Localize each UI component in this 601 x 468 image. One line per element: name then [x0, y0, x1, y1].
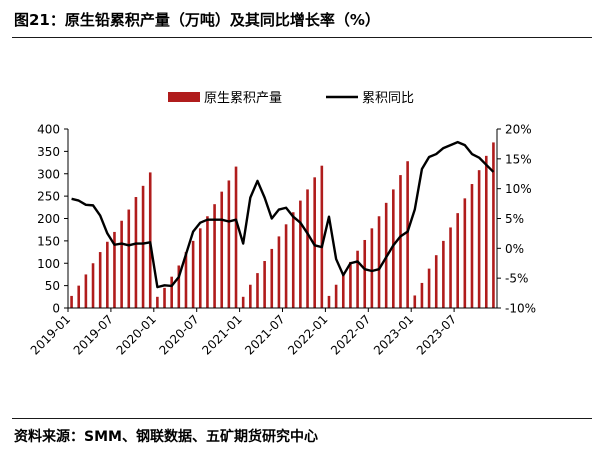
bar: [291, 212, 295, 308]
y-right-tick-label: 15%: [505, 152, 532, 166]
bar: [263, 261, 266, 308]
bar: [77, 285, 81, 309]
figure-header: 图21：原生铅累积产量（万吨）及其同比增长率（%）: [0, 0, 601, 38]
y-left-tick-label: 350: [37, 145, 60, 159]
x-tick-label: 2019-07: [71, 312, 116, 357]
legend-label-line: 累积同比: [362, 91, 414, 106]
yoy-line: [71, 140, 495, 289]
bar: [299, 200, 302, 308]
bar: [284, 224, 288, 308]
source-divider: [12, 418, 592, 419]
bar: [113, 231, 116, 308]
bar: [91, 263, 95, 308]
bar: [163, 287, 166, 308]
bar: [406, 161, 409, 308]
y-left-tick-label: 100: [37, 257, 60, 271]
bar: [213, 204, 216, 308]
bar: [120, 220, 123, 308]
bar: [492, 142, 495, 308]
bar: [184, 252, 188, 308]
y-left-tick-label: 150: [37, 234, 60, 248]
bar: [356, 250, 359, 308]
legend-label-bar: 原生累积产量: [204, 91, 282, 106]
bar: [420, 282, 424, 308]
bar: [241, 296, 245, 308]
x-tick-label: 2023-07: [414, 312, 459, 357]
x-tick-label: 2022-01: [285, 312, 330, 357]
bar: [463, 198, 467, 308]
bar: [313, 177, 316, 308]
y-left-tick-label: 300: [37, 167, 60, 181]
y-left-tick-label: 50: [45, 279, 60, 293]
x-tick-label: 2020-07: [156, 312, 201, 357]
bar: [156, 296, 159, 308]
y-left-tick-label: 250: [37, 190, 60, 204]
bar: [84, 274, 88, 308]
legend-swatch-bar: [168, 92, 200, 102]
bar: [470, 184, 474, 308]
y-right-tick-label: 10%: [505, 182, 532, 196]
bar: [377, 216, 381, 308]
bar: [306, 189, 309, 308]
bar: [220, 191, 224, 308]
bar: [320, 165, 324, 308]
bar: [434, 255, 438, 308]
y-left-tick-label: 200: [37, 212, 60, 226]
bar: [70, 295, 73, 308]
bar: [270, 248, 274, 308]
title-divider: [12, 37, 592, 38]
x-tick-label: 2019-01: [28, 312, 73, 357]
bar: [277, 236, 281, 308]
bar: [170, 276, 173, 308]
bar: [349, 261, 352, 308]
bar: [106, 241, 109, 308]
bar: [477, 170, 481, 308]
x-tick-label: 2022-07: [328, 312, 373, 357]
bar: [249, 284, 252, 308]
axes: 0 50 100 150 200 250 300 350 400 -10% -5% 0% 5% 10% 15…: [28, 123, 536, 358]
bar: [449, 227, 452, 308]
bar: [141, 185, 145, 308]
x-tick-label: 2021-07: [242, 312, 287, 357]
bar: [456, 213, 459, 308]
bar: [234, 166, 238, 308]
bar: [427, 268, 431, 308]
y-left-tick-label: 400: [37, 123, 60, 137]
bar: [127, 209, 131, 308]
line-series: [71, 140, 495, 289]
bar: [413, 295, 417, 308]
x-tick-label: 2023-01: [371, 312, 416, 357]
bar: [191, 240, 195, 309]
y-left-tick-label: 0: [52, 302, 60, 316]
bar: [392, 189, 395, 308]
bar: [256, 273, 259, 308]
bar: [98, 252, 102, 308]
y-right-tick-label: 20%: [505, 123, 532, 137]
y-right-tick-label: -10%: [505, 302, 536, 316]
bar: [484, 155, 488, 308]
bar: [148, 172, 152, 308]
x-tick-label: 2020-01: [114, 312, 159, 357]
bar: [227, 180, 231, 308]
y-right-tick-label: -5%: [505, 272, 528, 286]
y-right-tick-label: 0%: [505, 242, 524, 256]
source-note: 资料来源：SMM、钢联数据、五矿期货研究中心: [14, 429, 318, 445]
bar: [363, 239, 367, 308]
bar: [327, 295, 331, 308]
bar: [399, 175, 402, 308]
legend: 原生累积产量 累积同比: [168, 91, 414, 106]
x-tick-label: 2021-01: [199, 312, 244, 357]
bar: [206, 216, 209, 308]
bar: [370, 228, 374, 308]
bar: [341, 273, 345, 308]
bar: [334, 284, 338, 308]
bar: [177, 265, 181, 308]
bar: [198, 228, 202, 308]
bar-series: [70, 142, 495, 309]
bar: [134, 197, 138, 308]
bar: [442, 240, 445, 309]
y-right-tick-label: 5%: [505, 212, 524, 226]
figure-title: 图21：原生铅累积产量（万吨）及其同比增长率（%）: [14, 11, 380, 29]
